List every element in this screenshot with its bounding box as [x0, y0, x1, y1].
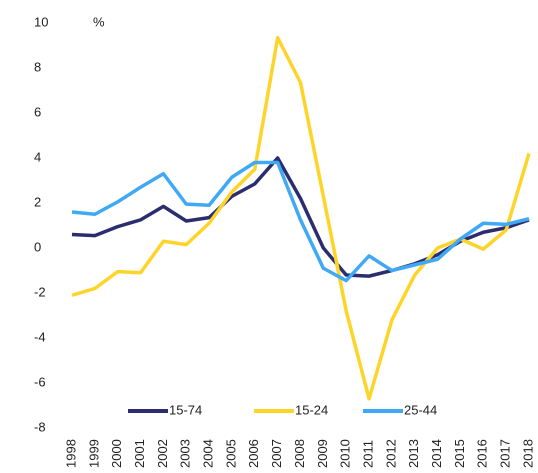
x-tick-label: 2011 — [360, 440, 375, 468]
y-tick-label: -8 — [34, 419, 46, 434]
x-tick-label: 2003 — [178, 439, 193, 468]
series-line — [71, 160, 530, 283]
x-tick-label: 2012 — [383, 439, 398, 468]
x-tick-label: 2016 — [475, 439, 490, 468]
legend-label: 25-44 — [404, 402, 437, 417]
y-tick-label: 2 — [34, 194, 41, 209]
x-tick-label: 1999 — [86, 439, 101, 468]
y-axis-unit: % — [93, 14, 105, 29]
x-tick-label: 2008 — [292, 439, 307, 468]
y-tick-label: -4 — [34, 329, 46, 344]
x-tick-label: 2005 — [223, 439, 238, 468]
y-tick-label: 10 — [34, 14, 48, 29]
x-tick-label: 2018 — [520, 439, 535, 468]
legend-label: 15-24 — [295, 402, 328, 417]
y-tick-label: -6 — [34, 374, 46, 389]
x-tick-label: 2010 — [338, 439, 353, 468]
y-tick-label: -2 — [34, 284, 46, 299]
x-tick-label: 1998 — [63, 439, 78, 468]
x-tick-label: 2001 — [132, 439, 147, 468]
x-tick-label: 2013 — [406, 439, 421, 468]
x-tick-label: 2007 — [269, 439, 284, 468]
x-tick-label: 2000 — [109, 439, 124, 468]
y-tick-label: 6 — [34, 104, 41, 119]
x-tick-label: 2015 — [452, 439, 467, 468]
x-tick-label: 2006 — [246, 439, 261, 468]
series-line — [71, 35, 531, 401]
x-tick-label: 2017 — [498, 439, 513, 468]
x-tick-label: 2014 — [429, 439, 444, 468]
y-tick-label: 8 — [34, 59, 41, 74]
x-tick-label: 2004 — [201, 439, 216, 468]
x-tick-label: 2002 — [155, 439, 170, 468]
legend-label: 15-74 — [169, 402, 202, 417]
y-tick-label: 4 — [34, 149, 41, 164]
y-tick-label: 0 — [34, 239, 41, 254]
x-tick-label: 2009 — [315, 439, 330, 468]
